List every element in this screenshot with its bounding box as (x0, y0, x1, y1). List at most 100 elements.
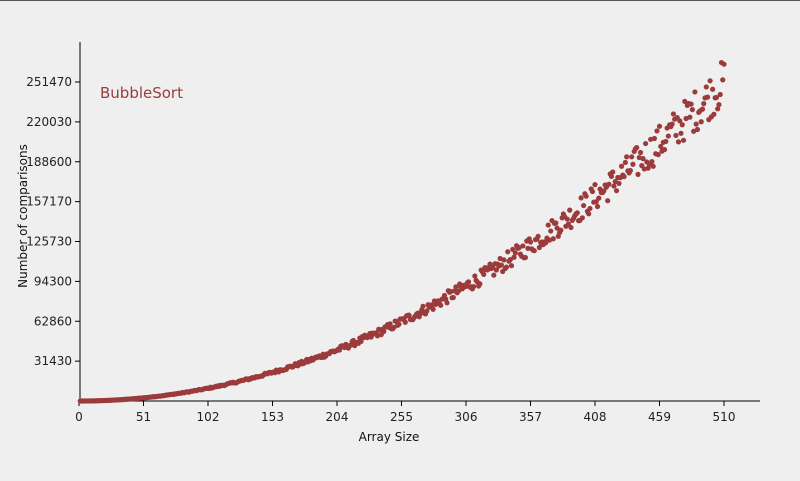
data-point (424, 308, 430, 314)
data-point (688, 101, 694, 107)
x-tick-label: 255 (390, 410, 413, 424)
data-point (477, 281, 483, 287)
y-tick-label: 31430 (34, 354, 72, 368)
data-point (545, 222, 551, 228)
data-point (508, 263, 515, 269)
data-point (651, 135, 658, 142)
data-point (420, 303, 426, 309)
data-point (693, 121, 699, 127)
data-point (670, 111, 677, 117)
data-point (611, 183, 617, 189)
y-ticks: 31430 62860 94300 125730 157170 188600 220030 2… (26, 75, 80, 368)
data-point (618, 163, 625, 169)
y-tick-label: 188600 (26, 155, 72, 169)
data-point (673, 132, 679, 139)
data-point (430, 306, 436, 312)
data-point (661, 146, 668, 153)
data-point (535, 233, 541, 240)
x-tick-label: 408 (584, 410, 607, 424)
data-point (567, 207, 573, 213)
data-point (699, 106, 706, 112)
data-point (481, 271, 487, 277)
data-point (391, 324, 397, 330)
x-axis-label: Array Size (359, 430, 420, 444)
axes (79, 42, 760, 402)
data-point (553, 220, 559, 226)
data-point (536, 244, 542, 251)
data-point (574, 210, 580, 216)
x-tick-label: 357 (519, 410, 542, 424)
data-point (465, 279, 472, 285)
data-point (669, 121, 675, 127)
data-point (658, 143, 664, 150)
data-point (656, 123, 663, 129)
data-point (715, 106, 721, 112)
data-point (396, 321, 402, 327)
data-point (694, 126, 701, 133)
data-point (501, 257, 507, 263)
data-point (493, 267, 499, 273)
data-point (453, 284, 459, 290)
data-point (564, 216, 570, 222)
x-tick-label: 0 (75, 410, 83, 424)
data-point (689, 107, 695, 113)
data-point (642, 140, 649, 147)
data-point (701, 101, 707, 107)
data-point (578, 195, 584, 201)
x-tick-label: 204 (326, 410, 349, 424)
data-point (713, 94, 720, 101)
data-point (629, 154, 635, 160)
data-point (698, 119, 704, 125)
data-point (678, 130, 684, 136)
x-tick-label: 102 (197, 410, 220, 424)
data-point (605, 198, 611, 204)
data-point (589, 188, 596, 195)
x-tick-label: 510 (713, 410, 736, 424)
data-point (621, 174, 627, 180)
data-point (583, 193, 589, 199)
data-point (682, 98, 688, 104)
y-tick-label: 220030 (26, 115, 72, 129)
data-point (721, 61, 727, 67)
chart-title: BubbleSort (100, 84, 183, 102)
data-point (637, 149, 644, 156)
data-point (512, 250, 518, 256)
data-point (472, 273, 478, 279)
data-point (358, 338, 364, 345)
data-point (554, 225, 560, 231)
y-tick-label: 62860 (34, 314, 72, 328)
data-point (710, 86, 716, 92)
y-tick-label: 94300 (34, 274, 72, 288)
data-point (634, 145, 640, 151)
data-point (654, 128, 660, 134)
data-point (438, 302, 444, 308)
data-point (568, 224, 574, 231)
data-point (596, 195, 602, 201)
data-point (665, 133, 671, 139)
data-point (455, 288, 462, 294)
data-point (627, 167, 634, 174)
data-point (687, 114, 693, 120)
data-point (716, 102, 722, 108)
data-point (630, 161, 636, 167)
data-point (581, 202, 587, 209)
data-point (402, 319, 408, 325)
data-point (622, 159, 628, 166)
data-point (470, 284, 477, 290)
data-point (606, 181, 612, 187)
data-point (707, 78, 713, 84)
data-point (444, 300, 450, 306)
data-point (531, 248, 537, 254)
x-tick-label: 306 (455, 410, 478, 424)
data-point (381, 328, 387, 335)
data-point (635, 171, 641, 177)
x-tick-label: 459 (648, 410, 671, 424)
data-point (720, 77, 726, 83)
data-point (498, 262, 505, 268)
y-axis-label: Number of comparisons (16, 144, 30, 288)
y-tick-label: 125730 (26, 235, 72, 249)
data-point (624, 154, 630, 160)
y-tick-label: 157170 (26, 195, 72, 209)
data-points (77, 59, 727, 404)
y-tick-label: 251470 (26, 75, 72, 89)
